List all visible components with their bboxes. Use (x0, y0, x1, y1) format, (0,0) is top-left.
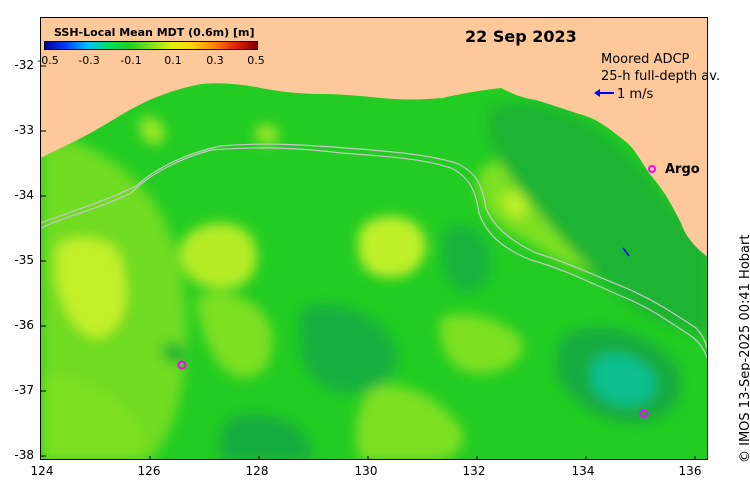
x-tick-label: 124 (30, 464, 54, 478)
ssh-low-region (487, 102, 707, 338)
x-tick-label: 130 (354, 464, 378, 478)
ssh-high-region (41, 376, 146, 459)
ssh-high-region (439, 314, 523, 374)
map-panel[interactable] (40, 17, 708, 460)
ssh-high-region (501, 193, 527, 218)
adcp-scale-label: 1 m/s (617, 87, 654, 102)
ssh-high-region (139, 117, 165, 144)
argo-legend-label: Argo (665, 162, 700, 177)
gulf-coast (440, 86, 622, 137)
colorbar-title: SSH-Local Mean MDT (0.6m) [m] (54, 26, 255, 39)
ssh-low-region (591, 354, 656, 406)
x-tick-label: 134 (571, 464, 595, 478)
x-tick-label: 128 (245, 464, 269, 478)
argo-legend-marker (648, 165, 656, 173)
y-tick-label: -32 (14, 58, 34, 72)
ssh-high-region (56, 237, 126, 338)
y-tick-label: -34 (14, 188, 34, 202)
ssh-map (41, 18, 707, 459)
axis-ticks (41, 65, 696, 459)
y-tick-label: -36 (14, 318, 34, 332)
adcp-scale-arrow-icon (594, 89, 614, 97)
land-mass (41, 18, 707, 257)
y-tick-label: -38 (14, 448, 34, 462)
y-tick-label: -33 (14, 123, 34, 137)
ssh-low-region (440, 224, 491, 292)
colorbar (44, 41, 258, 50)
isobath-line (41, 143, 707, 350)
colorbar-tick: -0.3 (78, 54, 100, 67)
argo-float-marker (639, 409, 649, 419)
x-tick-label: 136 (678, 464, 702, 478)
ssh-high-region (179, 222, 257, 289)
colorbar-tick: 0.3 (206, 54, 224, 67)
ssh-high-region (71, 157, 112, 192)
island (639, 136, 643, 140)
y-tick-label: -35 (14, 253, 34, 267)
x-tick-label: 126 (137, 464, 161, 478)
x-tick-label: 132 (462, 464, 486, 478)
isobath-line (41, 147, 707, 359)
ssh-low-region (219, 414, 311, 459)
island (619, 111, 623, 115)
ssh-low-region (161, 342, 186, 364)
adcp-mooring-arrow (622, 247, 630, 257)
colorbar-tick: -0.1 (120, 54, 142, 67)
ssh-high-region (196, 292, 273, 378)
adcp-legend-subtitle: 25-h full-depth av. (601, 69, 721, 84)
adcp-legend-title: Moored ADCP (601, 52, 690, 67)
colorbar-tick: 0.1 (164, 54, 182, 67)
ssh-low-region (298, 304, 398, 394)
credit-text: © IMOS 13-Sep-2025 00:41 Hobart (738, 234, 750, 463)
ssh-high-region (254, 124, 280, 145)
ssh-high-region (355, 385, 464, 459)
ssh-high-region (358, 216, 426, 278)
y-tick-label: -37 (14, 383, 34, 397)
argo-float-marker (177, 360, 187, 370)
colorbar-tick: 0.5 (247, 54, 265, 67)
map-date-title: 22 Sep 2023 (465, 27, 577, 46)
colorbar-tick: -0.5 (37, 54, 59, 67)
